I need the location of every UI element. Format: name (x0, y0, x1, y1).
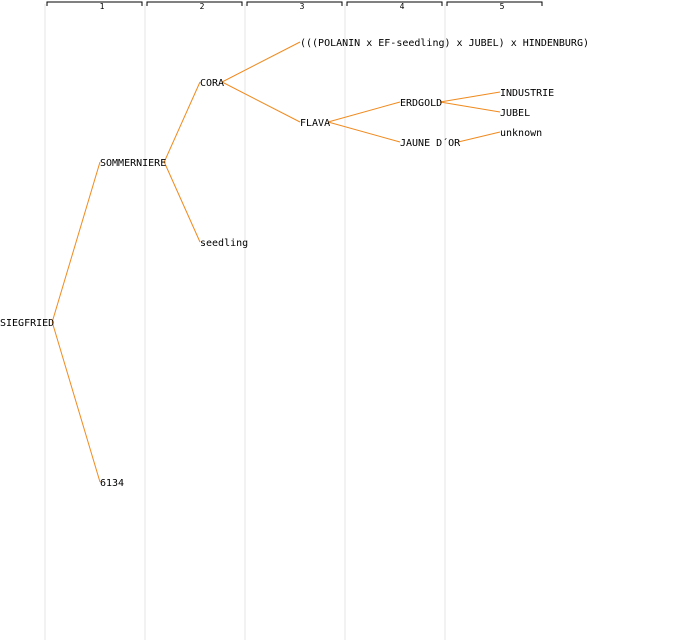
ancestor-variety: JAUNE D´OR (400, 137, 461, 149)
parent-edge (221, 41, 301, 83)
parent-edge (458, 131, 501, 143)
ancestor-variety: (((POLANIN x EF-seedling) x JUBEL) x HIN… (300, 38, 589, 49)
generation-header: 1 2 3 4 5 (46, 1, 543, 11)
generation-bracket (46, 1, 143, 6)
parent-edge (327, 101, 401, 123)
parent-edge (51, 321, 101, 483)
generation-bracket (346, 1, 443, 6)
parent-edge (440, 91, 501, 103)
generation-bracket (146, 1, 243, 6)
generation-number: 4 (400, 2, 405, 11)
ancestor-variety: SOMMERNIERE (100, 158, 166, 169)
parent-edge (51, 161, 101, 323)
pedigree-edges (51, 41, 501, 483)
generation-bracket (446, 1, 543, 6)
pedigree-nodes: SIEGFRIED SOMMERNIERE CORA (((POLANIN x EF-… (0, 38, 589, 489)
parent-edge (440, 101, 501, 113)
root-variety: SIEGFRIED (0, 318, 54, 329)
ancestor-variety: FLAVA (300, 118, 330, 129)
parent-edge (163, 161, 201, 243)
ancestor-variety: INDUSTRIE (500, 88, 554, 99)
parent-edge (163, 81, 201, 163)
generation-number: 1 (100, 2, 105, 11)
ancestor-variety: unknown (500, 128, 542, 139)
ancestor-variety: seedling (200, 238, 248, 249)
generation-columns (44, 4, 446, 640)
ancestor-variety: 6134 (100, 478, 124, 489)
generation-number: 2 (200, 2, 205, 11)
ancestor-variety: JUBEL (500, 108, 530, 119)
generation-bracket (246, 1, 343, 6)
generation-number: 5 (500, 2, 505, 11)
ancestor-variety: CORA (200, 78, 224, 89)
parent-edge (327, 121, 401, 143)
parent-edge (221, 81, 301, 123)
generation-number: 3 (300, 2, 305, 11)
ancestor-variety: ERDGOLD (400, 98, 442, 109)
